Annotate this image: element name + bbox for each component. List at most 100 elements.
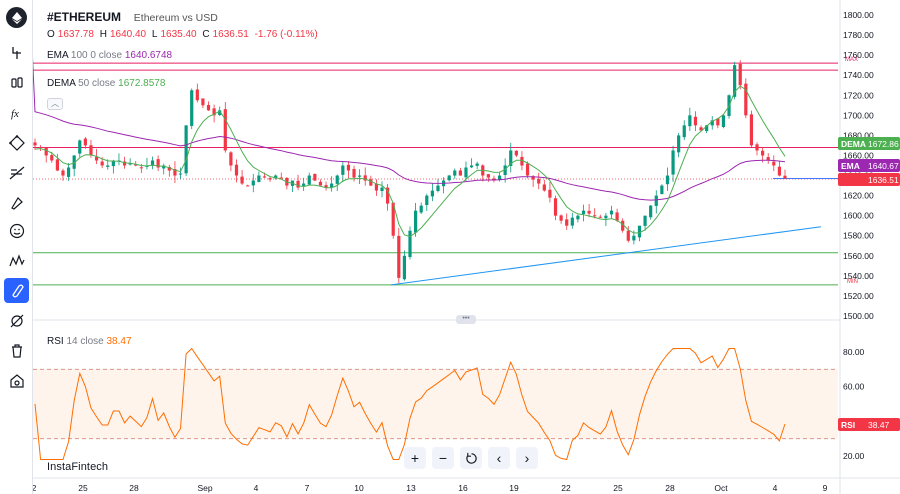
crosshair-icon[interactable] (4, 40, 29, 65)
fx-icon[interactable]: fx (4, 100, 29, 125)
candle-body (346, 164, 351, 171)
pane-resize-handle[interactable]: ••• (456, 315, 476, 324)
rsi-legend[interactable]: RSI 14 close 38.47 (47, 336, 132, 347)
open-value: 1637.78 (57, 29, 94, 40)
logo-icon[interactable] (6, 7, 27, 28)
candles-icon[interactable] (4, 70, 29, 95)
candle-body (621, 220, 625, 231)
candle-body (61, 170, 65, 176)
ema-price-label: EMA 1640.67 (838, 159, 900, 172)
candle-body (184, 125, 188, 174)
close-key: C (202, 29, 210, 40)
candle-body (246, 185, 250, 187)
candle-body (380, 187, 384, 192)
candle-body (542, 184, 546, 191)
candle-body (386, 187, 390, 204)
dema-legend[interactable]: DEMA 50 close 1672.8578 (47, 78, 165, 89)
candle-body (772, 161, 776, 166)
chart-canvas[interactable]: 1800.00 1780.00 1760.00 1740.00 1720.00 1700.… (33, 0, 900, 494)
scroll-right-button[interactable]: › (516, 447, 538, 469)
candle-body (167, 166, 171, 171)
candle-body (738, 63, 742, 86)
candle-body (363, 175, 367, 181)
trend-line-icon[interactable] (4, 130, 29, 155)
candle-body (537, 179, 541, 184)
candle-body (374, 183, 379, 191)
candle-body (705, 125, 709, 132)
candle-body (503, 165, 507, 176)
emoji-icon[interactable] (4, 218, 29, 243)
candle-body (122, 161, 127, 166)
price-tick: 1500.00 (843, 311, 874, 321)
fib-icon[interactable] (4, 160, 29, 185)
candle-body (637, 225, 642, 238)
trash-icon[interactable] (4, 338, 29, 363)
collapse-legend-button[interactable]: ︿ (47, 98, 63, 110)
candle-body (436, 185, 440, 192)
price-tick: 1800.00 (843, 10, 874, 20)
pattern-icon[interactable] (4, 248, 29, 273)
rsi-band (33, 369, 838, 439)
candle-body (492, 178, 496, 181)
candle-body (649, 205, 653, 218)
candle-body (425, 195, 429, 206)
candle-body (525, 163, 530, 176)
price-tick: 1780.00 (843, 30, 874, 40)
drawing-toolbar: fx (0, 0, 33, 494)
candle-body (419, 205, 423, 213)
candle-body (335, 175, 339, 184)
symbol-legend: #ETHEREUM Ethereum vs USD (47, 10, 218, 24)
time-tick: 28 (665, 483, 675, 493)
dema-value: 1672.8578 (118, 78, 166, 89)
ema-legend[interactable]: EMA 100 0 close 1640.6748 (47, 50, 172, 61)
open-key: O (47, 29, 55, 40)
candle-body (134, 164, 138, 166)
time-tick: 13 (406, 483, 416, 493)
candle-body (761, 150, 765, 156)
dema-params: 50 close (78, 78, 116, 89)
candle-body (570, 217, 574, 226)
time-tick: 10 (354, 483, 364, 493)
high-key: H (99, 29, 107, 40)
dema-tag: DEMA (841, 138, 867, 149)
candle-body (643, 215, 647, 226)
hide-drawings-icon[interactable] (4, 308, 29, 333)
candle-body (369, 179, 373, 186)
snapshot-icon[interactable] (4, 368, 29, 393)
chart-area[interactable]: 1800.00 1780.00 1760.00 1740.00 1720.00 1700.… (33, 0, 900, 494)
rsi-value-label: RSI 38.47 (838, 418, 900, 431)
close-value: 1636.51 (212, 29, 249, 40)
ema-line (33, 57, 786, 201)
ema-price: 1640.67 (868, 160, 899, 171)
candle-body (206, 104, 211, 111)
brush-icon[interactable] (4, 190, 29, 215)
candle-body (699, 127, 703, 131)
candle-body (78, 140, 82, 154)
price-tick: 1520.00 (843, 291, 874, 301)
candle-body (162, 165, 166, 169)
time-tick: Sep (197, 483, 212, 493)
zoom-in-button[interactable]: + (404, 447, 426, 469)
candle-body (234, 164, 239, 176)
candle-body (710, 120, 714, 126)
scroll-left-button[interactable]: ‹ (488, 447, 510, 469)
candle-body (755, 144, 759, 151)
candle-body (665, 175, 670, 185)
candle-body (626, 230, 630, 241)
time-tick: 4 (773, 483, 778, 493)
time-tick: Oct (714, 483, 728, 493)
time-tick: 7 (305, 483, 310, 493)
zoom-out-button[interactable]: − (432, 447, 454, 469)
brand-logo: InstaFintech (47, 461, 109, 473)
candle-body (593, 215, 597, 217)
candle-body (783, 175, 787, 179)
candle-body (251, 180, 255, 186)
candle-body (553, 198, 558, 216)
candle-body (358, 175, 362, 177)
candle-body (262, 176, 267, 178)
price-tick: 1760.00 (843, 50, 874, 60)
candle-body (307, 175, 311, 185)
reset-view-button[interactable] (460, 447, 482, 469)
magnet-icon[interactable] (4, 278, 29, 303)
candle-body (453, 170, 457, 176)
